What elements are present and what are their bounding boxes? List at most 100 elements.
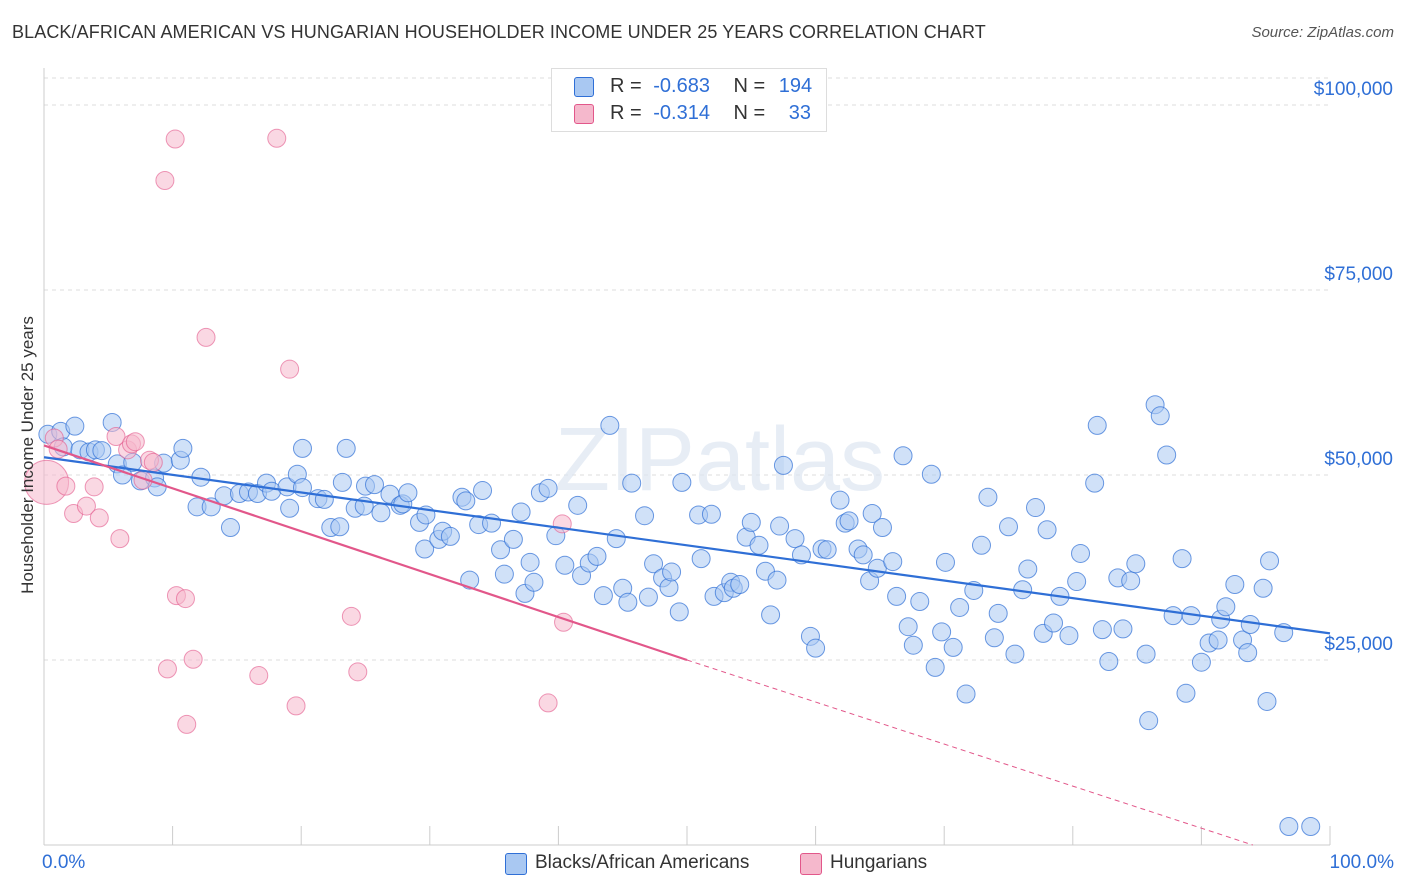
legend-r-label: R = bbox=[610, 75, 642, 97]
data-point-blacks bbox=[1301, 817, 1321, 836]
data-point-hungarians bbox=[89, 508, 109, 528]
data-point-blacks bbox=[935, 552, 955, 572]
data-point-blacks bbox=[773, 455, 793, 475]
data-point-hungarians bbox=[196, 327, 216, 347]
data-point-blacks bbox=[839, 511, 859, 531]
data-point-blacks bbox=[280, 498, 300, 518]
data-point-blacks bbox=[1150, 406, 1170, 426]
data-point-blacks bbox=[767, 570, 787, 590]
data-point-blacks bbox=[292, 438, 312, 458]
data-point-blacks bbox=[1136, 644, 1156, 664]
correlation-legend: R = -0.683 N = 194 R = -0.314 N = 33 bbox=[551, 68, 827, 132]
data-point-blacks bbox=[520, 552, 540, 572]
series-hungarians-points bbox=[24, 128, 574, 734]
data-point-blacks bbox=[903, 635, 923, 655]
data-point-blacks bbox=[1240, 614, 1260, 634]
data-point-blacks bbox=[943, 637, 963, 657]
data-point-hungarians bbox=[267, 128, 287, 148]
data-point-blacks bbox=[494, 564, 514, 584]
data-point-blacks bbox=[440, 526, 460, 546]
data-point-blacks bbox=[950, 597, 970, 617]
data-point-blacks bbox=[701, 504, 721, 524]
data-point-blacks bbox=[1208, 630, 1228, 650]
data-point-blacks bbox=[898, 617, 918, 637]
data-point-blacks bbox=[1092, 620, 1112, 640]
data-point-blacks bbox=[1067, 572, 1087, 592]
data-point-hungarians bbox=[125, 432, 145, 452]
data-point-blacks bbox=[1018, 559, 1038, 579]
data-point-blacks bbox=[910, 592, 930, 612]
axes bbox=[43, 68, 1331, 846]
data-point-blacks bbox=[988, 603, 1008, 623]
data-point-blacks bbox=[644, 554, 664, 574]
data-point-hungarians bbox=[165, 129, 185, 149]
y-tick-label: $100,000 bbox=[1314, 79, 1393, 100]
data-point-blacks bbox=[1253, 578, 1273, 598]
data-point-blacks bbox=[220, 518, 240, 538]
data-point-hungarians bbox=[157, 659, 177, 679]
data-point-blacks bbox=[568, 495, 588, 515]
x-tick-right: 100.0% bbox=[1329, 852, 1394, 873]
data-point-hungarians bbox=[280, 359, 300, 379]
data-point-blacks bbox=[1099, 651, 1119, 671]
data-point-blacks bbox=[635, 506, 655, 526]
data-point-blacks bbox=[672, 472, 692, 492]
data-point-blacks bbox=[555, 555, 575, 575]
data-point-blacks bbox=[785, 529, 805, 549]
legend-n-value: 194 bbox=[778, 75, 813, 97]
source-label: Source: ZipAtlas.com bbox=[1251, 24, 1394, 41]
data-point-blacks bbox=[1257, 691, 1277, 711]
data-point-hungarians bbox=[177, 714, 197, 734]
data-point-blacks bbox=[806, 638, 826, 658]
y-tick-label: $25,000 bbox=[1324, 634, 1393, 655]
data-point-blacks bbox=[1238, 643, 1258, 663]
data-point-hungarians bbox=[175, 589, 195, 609]
data-point-blacks bbox=[817, 540, 837, 560]
data-point-hungarians bbox=[286, 696, 306, 716]
data-point-blacks bbox=[1157, 445, 1177, 465]
series-legend: Blacks/African Americans Hungarians bbox=[0, 852, 1406, 876]
data-point-blacks bbox=[853, 545, 873, 565]
data-point-blacks bbox=[1139, 711, 1159, 731]
data-point-blacks bbox=[336, 438, 356, 458]
legend-r-value: -0.683 bbox=[653, 75, 710, 97]
data-point-blacks bbox=[538, 478, 558, 498]
data-point-blacks bbox=[1126, 554, 1146, 574]
data-point-blacks bbox=[984, 628, 1004, 648]
data-point-blacks bbox=[587, 546, 607, 566]
series-blacks-points bbox=[38, 395, 1321, 836]
legend-swatch-pink bbox=[800, 853, 822, 875]
data-point-blacks bbox=[1071, 543, 1091, 563]
trend-lines bbox=[43, 444, 1331, 846]
data-point-hungarians bbox=[76, 496, 96, 516]
data-point-blacks bbox=[1172, 549, 1192, 569]
data-point-blacks bbox=[1260, 551, 1280, 571]
data-point-blacks bbox=[92, 441, 112, 461]
data-point-hungarians bbox=[348, 662, 368, 682]
data-point-blacks bbox=[1191, 652, 1211, 672]
data-point-blacks bbox=[600, 415, 620, 435]
data-point-blacks bbox=[883, 552, 903, 572]
data-point-blacks bbox=[622, 473, 642, 493]
data-point-hungarians bbox=[249, 666, 269, 686]
data-point-blacks bbox=[893, 446, 913, 466]
data-point-blacks bbox=[659, 577, 679, 597]
x-tick-left: 0.0% bbox=[42, 852, 86, 873]
legend-r-label: R = bbox=[610, 102, 642, 124]
data-point-hungarians bbox=[106, 427, 126, 447]
data-point-blacks bbox=[872, 518, 892, 538]
data-point-blacks bbox=[503, 529, 523, 549]
data-point-blacks bbox=[618, 592, 638, 612]
data-point-blacks bbox=[524, 572, 544, 592]
data-point-blacks bbox=[741, 512, 761, 532]
data-point-blacks bbox=[460, 570, 480, 590]
data-point-blacks bbox=[1176, 683, 1196, 703]
data-point-blacks bbox=[1037, 520, 1057, 540]
y-tick-label: $75,000 bbox=[1324, 264, 1393, 285]
data-point-blacks bbox=[761, 605, 781, 625]
data-point-hungarians bbox=[110, 529, 130, 549]
data-point-blacks bbox=[1121, 571, 1141, 591]
data-point-blacks bbox=[669, 602, 689, 622]
data-point-blacks bbox=[456, 491, 476, 511]
